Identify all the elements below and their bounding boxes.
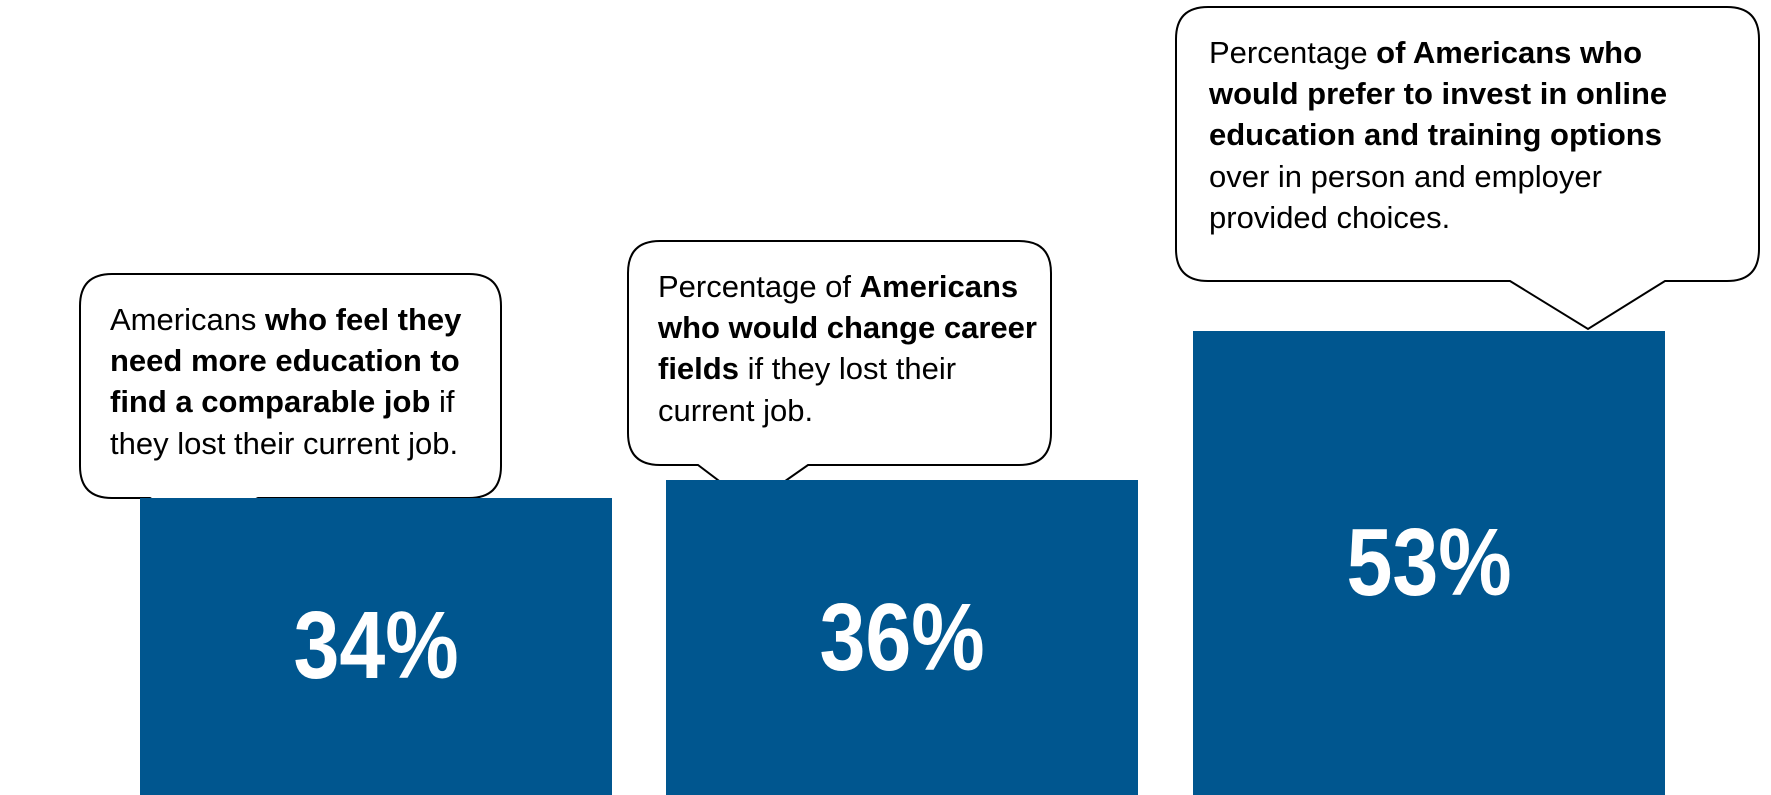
bar-value-label: 36%	[819, 583, 985, 691]
bar-2: 36%	[666, 480, 1138, 795]
callout-plain-text: if they lost their current job.	[110, 384, 459, 461]
callout-plain-text: over in person and employer provided cho…	[1209, 158, 1602, 235]
callout-text-3: Percentage of Americans who would prefer…	[1209, 32, 1729, 238]
callout-plain-text: if they lost their current job.	[658, 351, 957, 428]
callout-text-2: Percentage of Americans who would change…	[658, 266, 1038, 431]
callout-text-1: Americans who feel they need more educat…	[110, 299, 490, 464]
callout-bold-text: of Americans who would prefer to invest …	[1209, 35, 1668, 153]
bar-value-label: 53%	[1346, 509, 1512, 617]
callout-plain-text: Percentage of	[658, 269, 860, 304]
callout-plain-text: Americans	[110, 302, 266, 337]
callout-bold-text: who feel they need more education to fin…	[110, 302, 462, 420]
callout-plain-text: Percentage	[1209, 35, 1377, 70]
bar-3: 53%	[1193, 331, 1665, 795]
bar-1: 34%	[140, 497, 612, 795]
bar-value-label: 34%	[293, 592, 459, 700]
callout-bubble-3	[1175, 6, 1760, 331]
callout-bold-text: Americans who would change career fields	[658, 269, 1037, 387]
